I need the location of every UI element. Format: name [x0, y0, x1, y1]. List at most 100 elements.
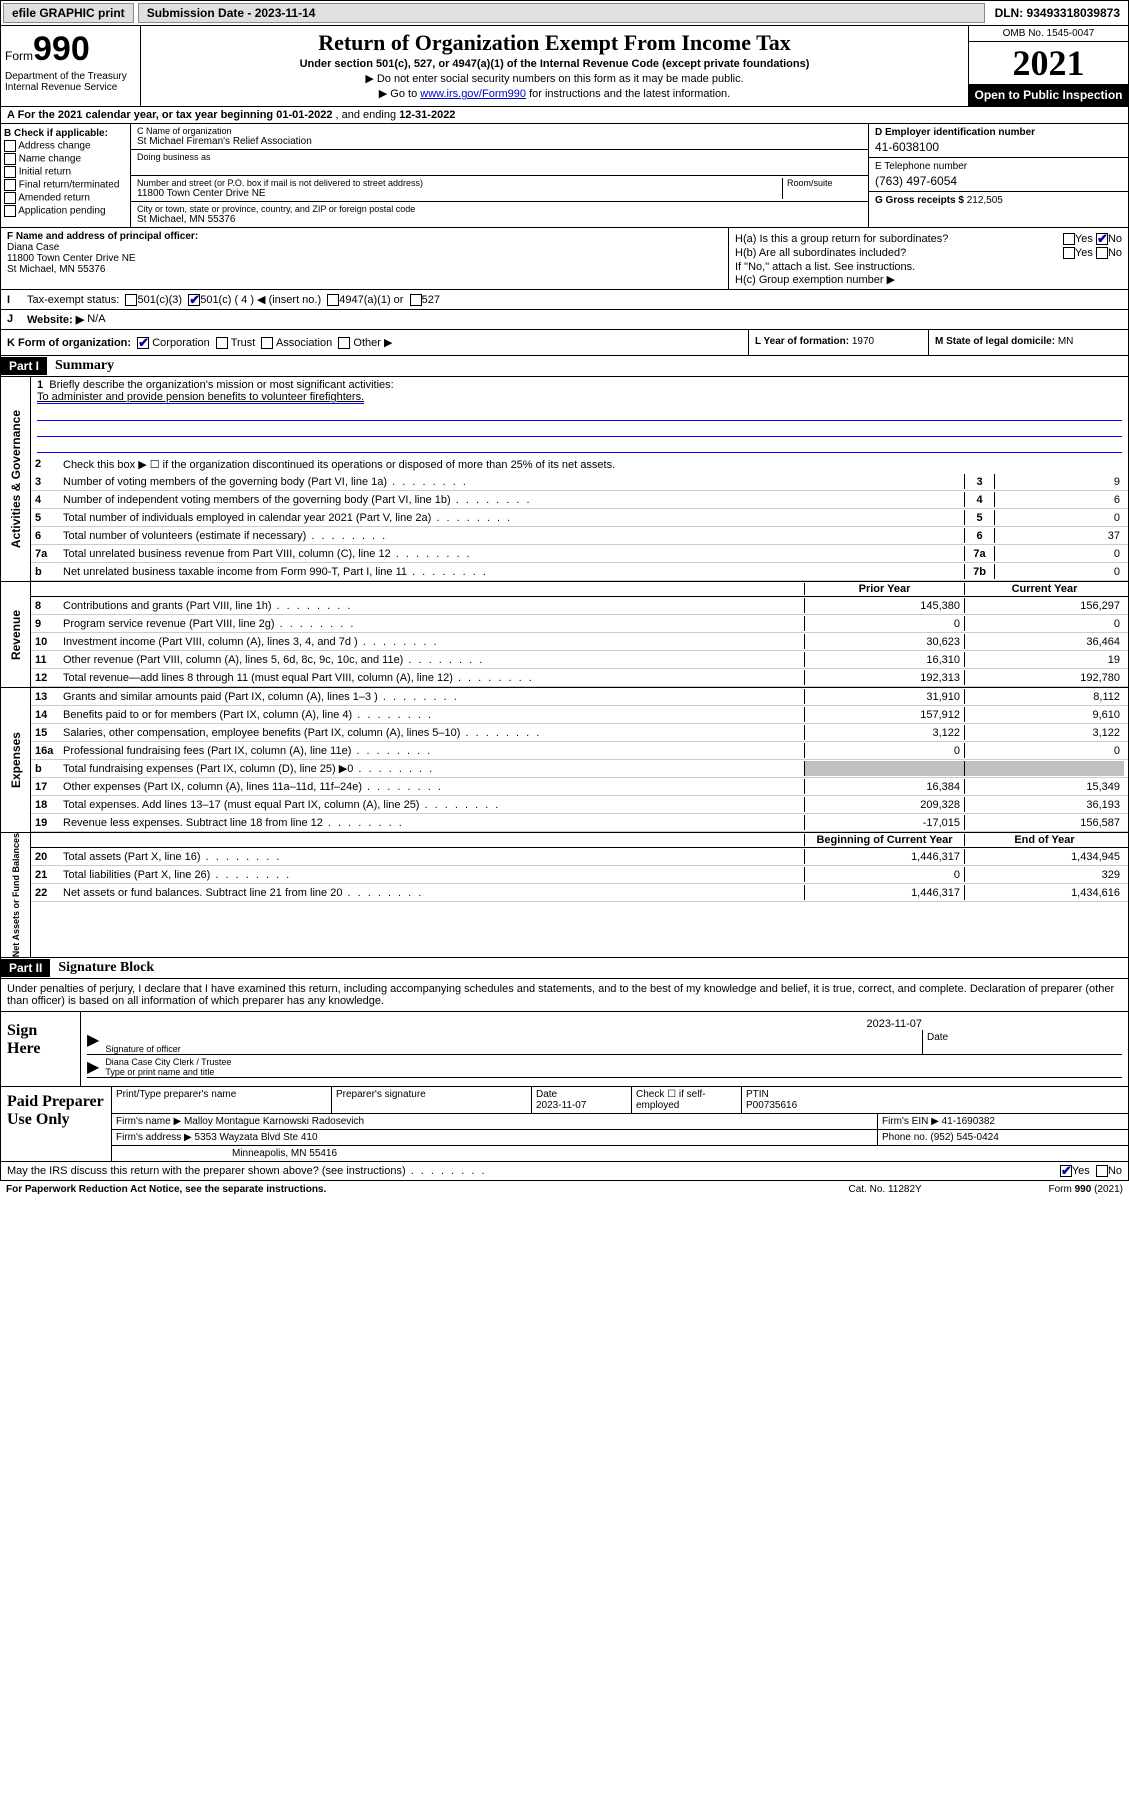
j-txt: Website: ▶: [27, 313, 84, 326]
part2-hdr: Part II: [1, 959, 50, 977]
checkbox-checked[interactable]: [1060, 1165, 1072, 1177]
checkbox[interactable]: [4, 153, 16, 165]
gross-cell: G Gross receipts $ 212,505: [869, 192, 1128, 209]
col-f: F Name and address of principal officer:…: [1, 228, 728, 289]
street: 11800 Town Center Drive NE: [137, 188, 782, 199]
checkbox[interactable]: [4, 192, 16, 204]
checkbox[interactable]: [4, 140, 16, 152]
col-de: D Employer identification number 41-6038…: [868, 124, 1128, 227]
cat-no: Cat. No. 11282Y: [849, 1184, 1049, 1195]
col-c: C Name of organization St Michael Firema…: [131, 124, 868, 227]
mission-text: To administer and provide pension benefi…: [37, 391, 364, 404]
m-txt: M State of legal domicile:: [935, 336, 1058, 347]
officer-addr2: St Michael, MN 55376: [7, 264, 105, 275]
street-lbl: Number and street (or P.O. box if mail i…: [137, 178, 782, 188]
submission-date: Submission Date - 2023-11-14: [138, 3, 985, 23]
checkbox[interactable]: [216, 337, 228, 349]
checkbox[interactable]: [4, 179, 16, 191]
checkbox[interactable]: [4, 205, 16, 217]
summary-line: 12Total revenue—add lines 8 through 11 (…: [31, 669, 1128, 687]
header-right: OMB No. 1545-0047 2021 Open to Public In…: [968, 26, 1128, 106]
row-a-pre: A For the 2021 calendar year, or tax yea…: [7, 109, 276, 121]
form-word: Form: [5, 49, 33, 63]
b-item: Application pending: [4, 205, 127, 217]
prep-sig-lbl: Preparer's signature: [332, 1087, 532, 1113]
sub3-pre: ▶ Go to: [379, 88, 420, 100]
irs-link[interactable]: www.irs.gov/Form990: [420, 88, 526, 100]
tax-year: 2021: [969, 42, 1128, 84]
form-header: Form990 Department of the Treasury Inter…: [0, 26, 1129, 107]
dln: DLN: 93493318039873: [987, 4, 1128, 22]
prep-name-lbl: Print/Type preparer's name: [112, 1087, 332, 1113]
checkbox-checked[interactable]: [137, 337, 149, 349]
part2-title: Signature Block: [50, 958, 162, 978]
sign-label: Sign Here: [1, 1012, 81, 1086]
bottom-footer: For Paperwork Reduction Act Notice, see …: [0, 1181, 1129, 1198]
checkbox-checked[interactable]: [1096, 233, 1108, 245]
row-a-end: 12-31-2022: [399, 109, 455, 121]
section-fh: F Name and address of principal officer:…: [0, 228, 1129, 290]
website: N/A: [87, 313, 105, 326]
col-b: B Check if applicable: Address change Na…: [1, 124, 131, 227]
l-txt: L Year of formation:: [755, 336, 852, 347]
summary-line: bTotal fundraising expenses (Part IX, co…: [31, 760, 1128, 778]
efile-btn[interactable]: efile GRAPHIC print: [3, 3, 134, 23]
row-a-begin: 01-01-2022: [276, 109, 332, 121]
summary-line: 11Other revenue (Part VIII, column (A), …: [31, 651, 1128, 669]
self-employed: Check ☐ if self-employed: [632, 1087, 742, 1113]
ein-cell: D Employer identification number 41-6038…: [869, 124, 1128, 158]
subtitle-3: ▶ Go to www.irs.gov/Form990 for instruct…: [149, 87, 960, 100]
gov-section: Activities & Governance 1 Briefly descri…: [0, 377, 1129, 582]
b-item: Initial return: [4, 166, 127, 178]
f-lbl: F Name and address of principal officer:: [7, 231, 198, 242]
summary-line: 8Contributions and grants (Part VIII, li…: [31, 597, 1128, 615]
summary-line: 16aProfessional fundraising fees (Part I…: [31, 742, 1128, 760]
prep-label: Paid Preparer Use Only: [1, 1087, 111, 1161]
org-name: St Michael Fireman's Relief Association: [137, 136, 862, 147]
rev-section: Revenue Prior YearCurrent Year 8Contribu…: [0, 582, 1129, 688]
room-lbl: Room/suite: [787, 178, 862, 188]
rev-tab: Revenue: [1, 582, 31, 687]
checkbox[interactable]: [1063, 247, 1075, 259]
phone-lbl: E Telephone number: [875, 161, 967, 172]
summary-line: 9Program service revenue (Part VIII, lin…: [31, 615, 1128, 633]
city-cell: City or town, state or province, country…: [131, 202, 868, 227]
checkbox[interactable]: [410, 294, 422, 306]
k-txt: K Form of organization:: [7, 337, 131, 349]
part1-title: Summary: [47, 356, 122, 376]
checkbox-checked[interactable]: [188, 294, 200, 306]
checkbox[interactable]: [1063, 233, 1075, 245]
dba-cell: Doing business as: [131, 150, 868, 176]
exp-tab: Expenses: [1, 688, 31, 832]
checkbox[interactable]: [327, 294, 339, 306]
checkbox[interactable]: [4, 166, 16, 178]
ha-lbl: H(a) Is this a group return for subordin…: [735, 233, 948, 245]
org-name-lbl: C Name of organization: [137, 126, 862, 136]
firm-ein: 41-1690382: [942, 1116, 995, 1127]
i-lbl: I: [7, 294, 27, 306]
firm-name: Malloy Montague Karnowski Radosevich: [184, 1116, 364, 1127]
phone: (763) 497-6054: [875, 174, 1122, 188]
b-header: B Check if applicable:: [4, 128, 127, 139]
j-lbl: J: [7, 313, 27, 326]
exp-section: Expenses 13Grants and similar amounts pa…: [0, 688, 1129, 833]
b-item: Name change: [4, 153, 127, 165]
summary-line: 18Total expenses. Add lines 13–17 (must …: [31, 796, 1128, 814]
end-year-hdr: End of Year: [964, 834, 1124, 846]
b-item: Final return/terminated: [4, 179, 127, 191]
summary-line: 15Salaries, other compensation, employee…: [31, 724, 1128, 742]
net-tab: Net Assets or Fund Balances: [1, 833, 31, 957]
discuss-row: May the IRS discuss this return with the…: [0, 1162, 1129, 1181]
checkbox[interactable]: [338, 337, 350, 349]
city-lbl: City or town, state or province, country…: [137, 204, 862, 214]
firm-phone: (952) 545-0424: [930, 1132, 998, 1143]
checkbox[interactable]: [1096, 1165, 1108, 1177]
section-bcde: B Check if applicable: Address change Na…: [0, 124, 1129, 228]
sub3-post: for instructions and the latest informat…: [526, 88, 730, 100]
rule: [37, 423, 1122, 437]
checkbox[interactable]: [125, 294, 137, 306]
subtitle-1: Under section 501(c), 527, or 4947(a)(1)…: [149, 58, 960, 70]
summary-line: 14Benefits paid to or for members (Part …: [31, 706, 1128, 724]
checkbox[interactable]: [1096, 247, 1108, 259]
checkbox[interactable]: [261, 337, 273, 349]
